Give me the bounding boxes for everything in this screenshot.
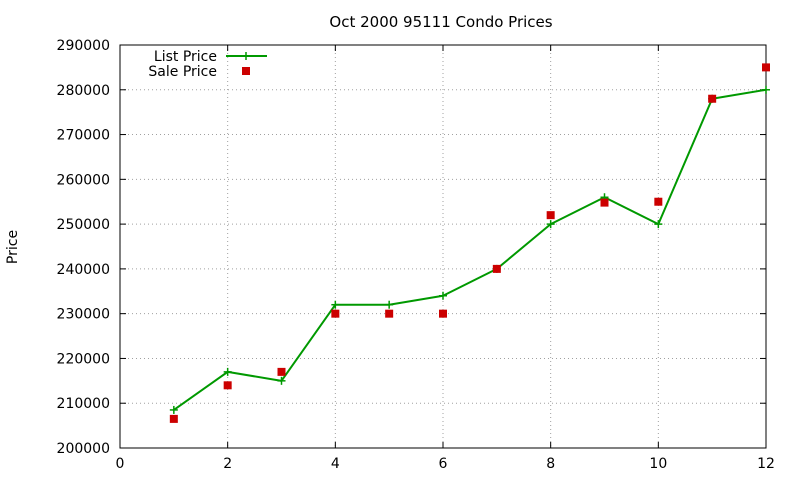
- sale-price-point: [708, 94, 717, 103]
- legend-swatch-marker: [242, 67, 250, 75]
- x-tick-label: 0: [116, 456, 125, 472]
- list-price-point: [223, 367, 232, 376]
- sale-price-point: [492, 264, 501, 273]
- sale-price-point: [331, 309, 340, 318]
- x-tick-label: 12: [757, 456, 775, 472]
- chart-title: Oct 2000 95111 Condo Prices: [329, 13, 552, 31]
- y-tick-label: 240000: [57, 262, 110, 278]
- sale-price-point: [546, 211, 555, 220]
- axes: [119, 44, 767, 449]
- y-tick-label: 220000: [57, 351, 110, 367]
- y-tick-label: 200000: [57, 441, 110, 457]
- legend-label: List Price: [154, 49, 217, 65]
- y-tick-label: 250000: [57, 217, 110, 233]
- x-tick-label: 6: [439, 456, 448, 472]
- sale-price-point: [762, 63, 770, 72]
- tick-labels: 0 2 4 6 8 10 12 200000 210000 220000 230000 240000 2…: [57, 38, 775, 472]
- sale-price-point: [654, 197, 663, 206]
- sale-price-point: [600, 198, 609, 207]
- y-tick-label: 210000: [57, 396, 110, 412]
- sale-price-point: [439, 309, 447, 318]
- list-price-line: [173, 88, 767, 411]
- sale-price-point: [223, 381, 232, 390]
- x-tick-label: 8: [546, 456, 555, 472]
- list-price-point: [331, 300, 340, 309]
- legend-swatch-marker: [242, 52, 250, 60]
- x-tick-label: 4: [331, 456, 340, 472]
- y-axis-label: Price: [5, 230, 21, 264]
- y-tick-label: 260000: [57, 172, 110, 188]
- grid-lines: [120, 45, 766, 448]
- list-price-point: [439, 291, 447, 300]
- sale-price-point: [169, 414, 178, 423]
- list-price-point: [169, 405, 178, 414]
- list-price-point: [654, 220, 663, 229]
- y-tick-label: 280000: [57, 83, 110, 99]
- legend-label: Sale Price: [148, 64, 217, 80]
- list-price-point: [546, 220, 555, 229]
- y-tick-label: 270000: [57, 128, 110, 144]
- sale-price-point: [277, 367, 286, 376]
- y-tick-label: 230000: [57, 307, 110, 323]
- x-tick-label: 2: [223, 456, 232, 472]
- data-series: [169, 63, 770, 423]
- list-price-point: [385, 300, 394, 309]
- y-tick-label: 290000: [57, 38, 110, 54]
- x-tick-label: 10: [649, 456, 667, 472]
- list-price-point: [277, 376, 286, 385]
- sale-price-point: [385, 309, 394, 318]
- list-price-point: [762, 85, 770, 94]
